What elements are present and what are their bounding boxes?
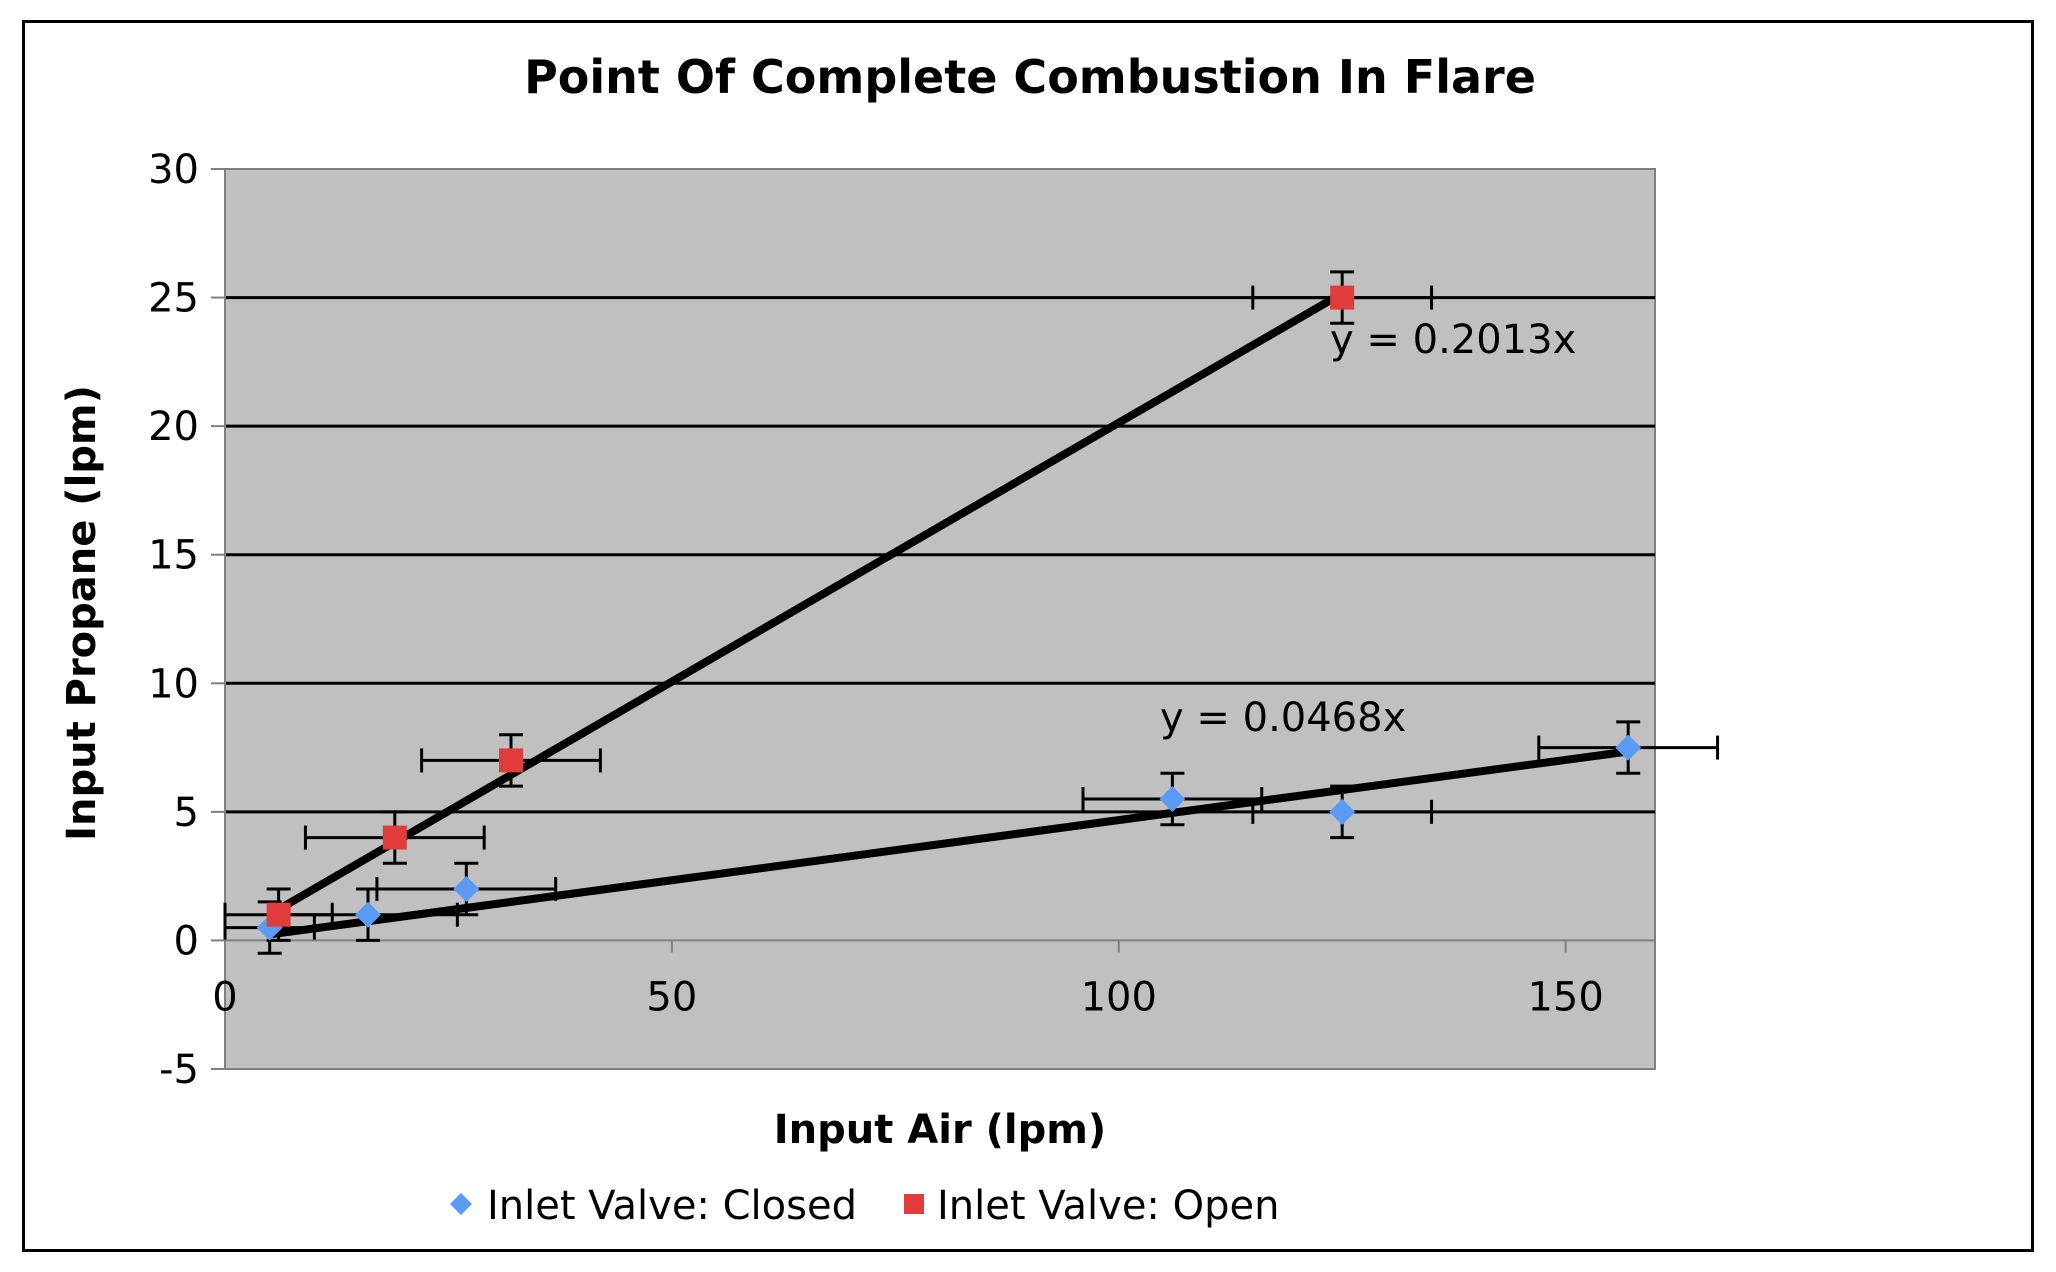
data-point-closed <box>1329 798 1356 825</box>
y-tick-label: 25 <box>148 276 199 322</box>
chart-frame: Point Of Complete Combustion In Flare In… <box>22 20 2034 1252</box>
y-tick-label: -5 <box>159 1047 199 1093</box>
legend-marker-closed <box>450 1193 472 1215</box>
plot-area <box>224 168 1656 1070</box>
data-point-closed <box>1615 734 1642 761</box>
y-tick-label: 20 <box>148 404 199 450</box>
trendline-closed <box>265 747 1633 939</box>
x-axis-title: Input Air (lpm) <box>774 1107 1106 1153</box>
trendline-equation-open: y = 0.2013x <box>1330 317 1576 363</box>
data-point-open <box>1330 285 1355 310</box>
data-point-open <box>382 825 407 850</box>
data-point-open <box>499 748 523 773</box>
trendline-open <box>274 289 1347 914</box>
y-axis-title: Input Propane (lpm) <box>59 385 105 841</box>
y-tick-label: 30 <box>148 147 199 193</box>
data-point-closed <box>1159 786 1186 812</box>
legend: Inlet Valve: Closed Inlet Valve: Open <box>450 1183 1279 1229</box>
trendline-equation-closed: y = 0.0468x <box>1160 695 1406 741</box>
legend-marker-open <box>904 1194 924 1214</box>
data-point-closed <box>355 901 381 928</box>
legend-label-open: Inlet Valve: Open <box>937 1183 1279 1229</box>
chart-title: Point Of Complete Combustion In Flare <box>524 50 1536 104</box>
trendlines <box>265 289 1633 939</box>
x-tick-label: 150 <box>1527 974 1603 1020</box>
x-tick-label: 0 <box>212 974 237 1020</box>
data-point-open <box>266 902 291 927</box>
y-tick-label: 10 <box>148 661 199 707</box>
y-tick-label: 0 <box>174 918 199 964</box>
data-points <box>256 285 1642 941</box>
x-tick-label: 50 <box>646 974 697 1020</box>
x-tick-label: 100 <box>1081 974 1157 1020</box>
legend-label-closed: Inlet Valve: Closed <box>487 1183 857 1229</box>
scatter-chart: Point Of Complete Combustion In Flare In… <box>59 50 1720 1229</box>
y-tick-label: 5 <box>174 790 199 836</box>
y-tick-label: 15 <box>148 533 199 579</box>
data-point-closed <box>453 876 480 902</box>
